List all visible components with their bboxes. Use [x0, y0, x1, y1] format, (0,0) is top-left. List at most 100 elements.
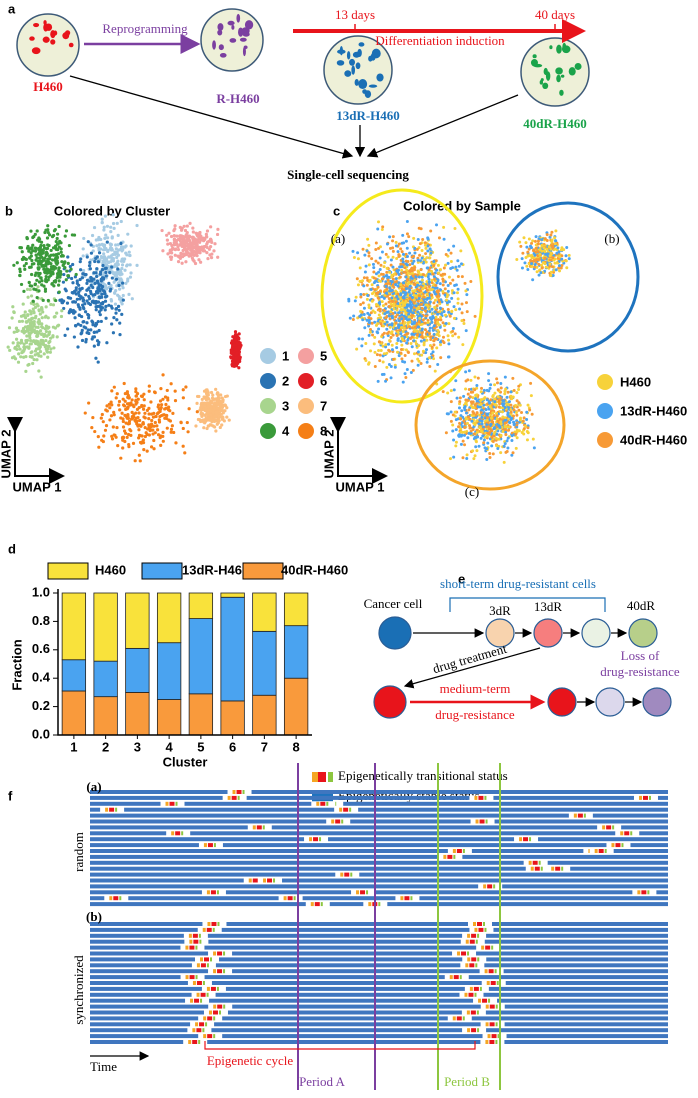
- cell-dot: [508, 421, 511, 424]
- cell-dot: [105, 295, 108, 298]
- cell-dot: [34, 283, 37, 286]
- cell-dot: [113, 292, 116, 295]
- cell-dot: [40, 279, 43, 282]
- cell-dot: [565, 259, 568, 262]
- cell-dot: [170, 382, 173, 385]
- cell-dot: [452, 438, 455, 441]
- cell-dot: [47, 345, 50, 348]
- cell-dot: [453, 291, 456, 294]
- cell-dot: [493, 414, 496, 417]
- cell-dot: [403, 296, 406, 299]
- cell-dot: [214, 418, 217, 421]
- cell-dot: [430, 251, 433, 254]
- cell-dot: [163, 407, 166, 410]
- cell-dot: [186, 421, 189, 424]
- cell-dot: [137, 411, 140, 414]
- cell-dot: [126, 436, 129, 439]
- cell-dot: [447, 334, 450, 337]
- cell-dot: [400, 348, 403, 351]
- cell-dot: [541, 266, 544, 269]
- transition: [113, 896, 118, 900]
- cell-dot: [439, 282, 442, 285]
- cell-dot: [30, 356, 33, 359]
- cell-dot: [119, 457, 122, 460]
- cell: [32, 47, 41, 54]
- cell-dot: [57, 324, 60, 327]
- cell-dot: [507, 437, 510, 440]
- cell-dot: [492, 452, 495, 455]
- cell-dot: [182, 396, 185, 399]
- cell-dot: [49, 347, 52, 350]
- umap-sample: [347, 220, 571, 464]
- transition: [207, 890, 210, 894]
- transition: [474, 796, 477, 800]
- row: [90, 890, 668, 894]
- cell-dot: [399, 247, 402, 250]
- cell-dot: [371, 292, 374, 295]
- cell-dot: [62, 273, 65, 276]
- cell-dot: [488, 452, 491, 455]
- cell-dot: [221, 400, 224, 403]
- cell: [555, 67, 563, 74]
- cell-dot: [462, 395, 465, 398]
- cell-dot: [170, 244, 173, 247]
- cell-dot: [385, 366, 388, 369]
- cell-dot: [71, 263, 74, 266]
- transition: [478, 796, 483, 800]
- cell-dot: [480, 437, 483, 440]
- cell-dot: [88, 261, 91, 264]
- cell-dot: [20, 339, 23, 342]
- cell-dot: [369, 331, 372, 334]
- cell-dot: [234, 333, 237, 336]
- cell-dot: [381, 251, 384, 254]
- cell-dot: [184, 240, 187, 243]
- cell-dot: [439, 307, 442, 310]
- cell-dot: [93, 293, 96, 296]
- cell-dot: [79, 257, 82, 260]
- cell-dot: [497, 395, 500, 398]
- cell-dot: [54, 299, 57, 302]
- cell-dot: [391, 239, 394, 242]
- cell-dot: [63, 266, 66, 269]
- cell-dot: [447, 262, 450, 265]
- cell-dot: [97, 281, 100, 284]
- cell-dot: [407, 351, 410, 354]
- cell-dot: [124, 432, 127, 435]
- cell-dot: [139, 459, 142, 462]
- cell-dot: [121, 286, 124, 289]
- cell-dot: [466, 436, 469, 439]
- cell-dot: [387, 349, 390, 352]
- cell-dot: [517, 401, 520, 404]
- cell-dot: [42, 268, 45, 271]
- cell-dot: [212, 403, 215, 406]
- cell-dot: [417, 271, 420, 274]
- cell-dot: [38, 309, 41, 312]
- cell-dot: [464, 388, 467, 391]
- cell-dot: [109, 230, 112, 233]
- cell-dot: [531, 239, 534, 242]
- cell-dot: [46, 351, 49, 354]
- cell-dot: [494, 404, 497, 407]
- cell-dot: [390, 289, 393, 292]
- cell-dot: [20, 330, 23, 333]
- cell-dot: [368, 255, 371, 258]
- cell: [238, 27, 243, 36]
- cell-dot: [81, 276, 84, 279]
- cell-dot: [134, 459, 137, 462]
- cell-dot: [114, 253, 117, 256]
- cell-dot: [447, 290, 450, 293]
- cell-dot: [475, 419, 478, 422]
- cell-dot: [560, 258, 563, 261]
- cell-dot: [456, 397, 459, 400]
- cell-dot: [45, 280, 48, 283]
- cell-dot: [186, 224, 189, 227]
- cell-dot: [568, 257, 571, 260]
- cell-dot: [39, 343, 42, 346]
- cell-dot: [445, 322, 448, 325]
- cell: [575, 63, 582, 70]
- cell-dot: [525, 265, 528, 268]
- cell-dot: [84, 293, 87, 296]
- cell-dot: [433, 324, 436, 327]
- label: Cancer cell: [364, 596, 423, 611]
- cell-dot: [381, 300, 384, 303]
